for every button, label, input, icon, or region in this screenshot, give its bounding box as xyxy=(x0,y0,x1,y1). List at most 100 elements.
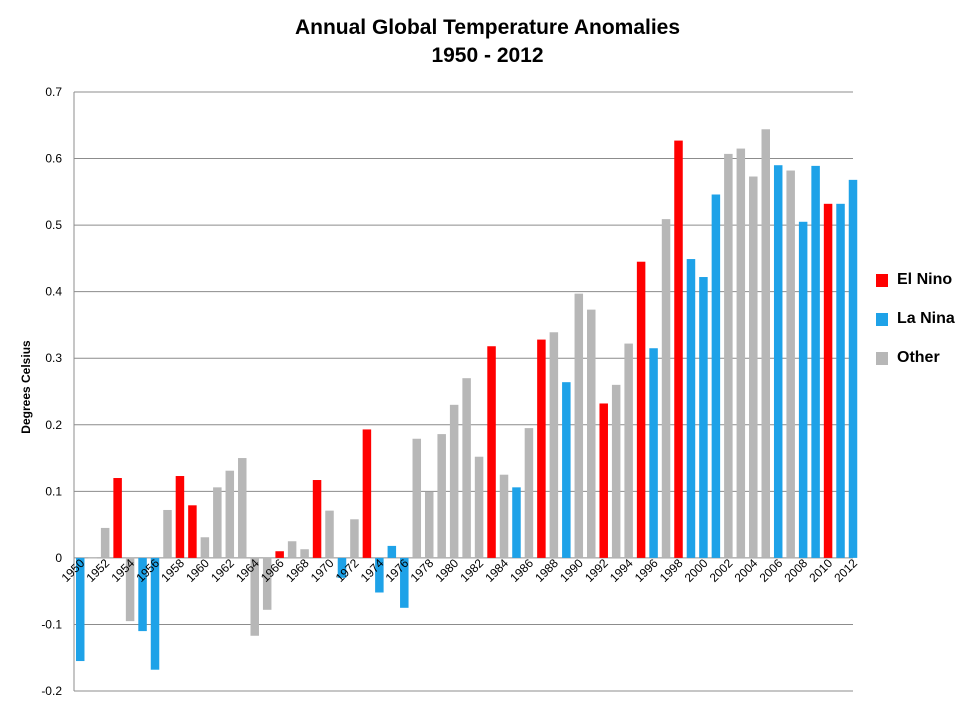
bar-2010 xyxy=(823,203,833,558)
bar-1991 xyxy=(587,309,596,558)
bar-1995 xyxy=(636,261,646,558)
y-tick-label: -0.1 xyxy=(41,617,62,631)
x-tick-label: 1960 xyxy=(183,556,212,585)
x-tick-label: 1962 xyxy=(208,556,237,585)
bar-1986 xyxy=(524,428,534,558)
x-tick-label: 1952 xyxy=(83,556,112,585)
bar-2004 xyxy=(749,176,758,558)
x-tick-label: 2004 xyxy=(732,556,761,585)
bar-1981 xyxy=(462,378,471,558)
bar-1953 xyxy=(113,478,122,558)
bar-1985 xyxy=(512,487,521,558)
x-tick-label: 1990 xyxy=(557,556,586,585)
legend-label-el-nino: El Nino xyxy=(897,271,953,288)
bar-1955 xyxy=(138,557,147,632)
bar-1950 xyxy=(75,557,85,662)
y-tick-label: 0.6 xyxy=(45,152,62,166)
bar-1984 xyxy=(499,474,509,558)
bar-1998 xyxy=(674,140,683,558)
x-tick-label: 1992 xyxy=(582,556,611,585)
x-tick-label: 2002 xyxy=(707,556,736,585)
x-tick-label: 1958 xyxy=(158,556,187,585)
x-tick-label: 1982 xyxy=(457,556,486,585)
bar-1960 xyxy=(200,537,210,558)
bar-1993 xyxy=(611,384,621,558)
bar-1999 xyxy=(686,259,696,558)
bar-1959 xyxy=(188,505,197,558)
bar-2008 xyxy=(798,221,808,558)
x-tick-label: 1970 xyxy=(308,556,337,585)
x-tick-label: 1968 xyxy=(283,556,312,585)
bar-1970 xyxy=(325,510,334,558)
bar-1980 xyxy=(449,404,459,558)
bar-1997 xyxy=(661,219,671,558)
bar-2005 xyxy=(761,129,771,558)
y-tick-label: 0.1 xyxy=(45,484,62,498)
bar-1973 xyxy=(362,429,372,558)
bar-1957 xyxy=(163,509,172,558)
y-tick-label: 0.5 xyxy=(45,218,62,232)
bar-1978 xyxy=(424,491,434,558)
legend-item-other: Other xyxy=(876,348,955,368)
bar-1996 xyxy=(649,348,658,558)
x-tick-label: 1980 xyxy=(432,556,461,585)
x-tick-label: 1996 xyxy=(632,556,661,585)
y-tick-label: 0.3 xyxy=(45,351,62,365)
x-axis: 1950195219541956195819601962196419661968… xyxy=(59,556,861,585)
x-tick-label: 1966 xyxy=(258,556,287,585)
bar-1956 xyxy=(150,557,160,670)
bar-1988 xyxy=(549,332,559,558)
legend-swatch-la-nina xyxy=(876,312,888,326)
x-tick-label: 1972 xyxy=(333,556,362,585)
bar-2000 xyxy=(699,277,708,558)
bar-1951 xyxy=(88,557,97,559)
bar-1963 xyxy=(238,458,247,558)
bar-1962 xyxy=(225,470,235,558)
bar-1966 xyxy=(275,551,284,558)
x-tick-label: 2008 xyxy=(781,556,810,585)
legend: El Nino La Nina Other xyxy=(876,270,955,387)
bar-1968 xyxy=(300,549,309,558)
bar-1974 xyxy=(375,557,384,593)
bar-2002 xyxy=(724,153,733,558)
y-axis-label: Degrees Celsius xyxy=(19,340,33,434)
bar-1992 xyxy=(599,403,608,558)
bar-1977 xyxy=(412,438,422,558)
bar-2009 xyxy=(811,165,820,558)
bar-2001 xyxy=(711,194,721,558)
bar-1975 xyxy=(387,545,397,558)
bar-1989 xyxy=(562,382,571,558)
x-tick-label: 1984 xyxy=(482,556,511,585)
bar-1972 xyxy=(350,519,359,558)
x-tick-label: 1988 xyxy=(532,556,561,585)
y-tick-label: 0.4 xyxy=(45,285,62,299)
legend-swatch-other xyxy=(876,351,888,365)
bar-1971 xyxy=(337,557,347,578)
bar-1990 xyxy=(574,293,584,558)
bars xyxy=(75,129,858,670)
x-tick-label: 2012 xyxy=(831,556,860,585)
bar-1954 xyxy=(125,557,135,622)
bar-1982 xyxy=(474,456,484,558)
title-line: Annual Global Temperature Anomalies xyxy=(294,16,681,39)
bar-1958 xyxy=(175,476,185,558)
x-tick-label: 1978 xyxy=(408,556,437,585)
bar-2011 xyxy=(836,203,845,558)
bar-1976 xyxy=(400,557,409,608)
x-tick-label: 1986 xyxy=(507,556,536,585)
bar-1987 xyxy=(537,339,546,558)
bar-2003 xyxy=(736,148,746,558)
bar-1967 xyxy=(287,541,297,558)
x-tick-label: 1998 xyxy=(657,556,686,585)
legend-swatch-el-nino xyxy=(876,273,888,287)
bar-2012 xyxy=(848,179,858,558)
y-tick-label: 0 xyxy=(55,551,62,565)
bar-1979 xyxy=(437,434,446,558)
bar-2007 xyxy=(786,170,795,558)
legend-label-la-nina: La Nina xyxy=(897,310,955,327)
bar-1983 xyxy=(487,346,496,558)
y-tick-label: 0.2 xyxy=(45,418,62,432)
legend-label-other: Other xyxy=(897,349,940,366)
x-tick-label: 1994 xyxy=(607,556,636,585)
